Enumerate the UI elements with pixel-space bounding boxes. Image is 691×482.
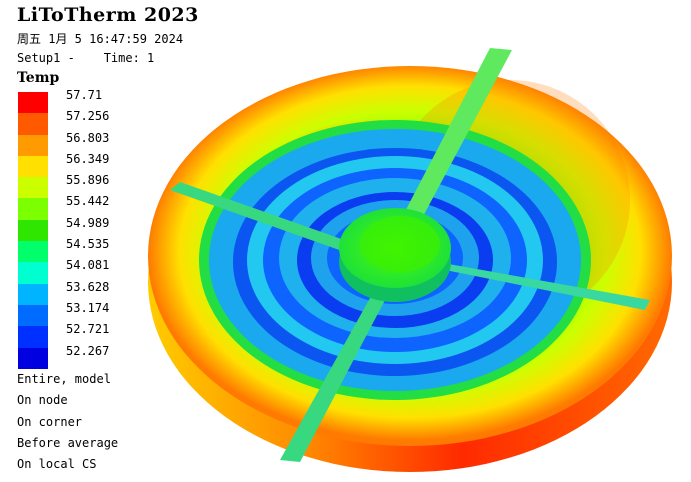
info-item: On corner xyxy=(17,414,83,429)
info-item: On local CS xyxy=(17,457,97,472)
legend-swatch xyxy=(18,155,48,178)
legend-value: 56.803 xyxy=(66,130,110,145)
setup-label: Setup1 - xyxy=(17,51,75,65)
thermal-model-view[interactable] xyxy=(140,35,685,475)
legend-value: 53.628 xyxy=(66,279,110,294)
time-label: Time: 1 xyxy=(103,51,155,65)
info-item: Entire, model xyxy=(17,372,111,386)
legend-swatch xyxy=(18,177,48,199)
legend-value: 55.896 xyxy=(66,173,110,188)
info-item: On node xyxy=(17,393,68,408)
legend-values: 57.71 57.256 56.803 56.349 55.896 55.442… xyxy=(66,85,109,362)
legend-swatch xyxy=(18,134,48,156)
legend-swatch xyxy=(18,326,48,348)
legend-swatch xyxy=(18,219,48,242)
legend-swatch xyxy=(18,304,48,327)
info-item: Before average xyxy=(17,435,119,450)
datetime-label: 周五 1月 5 16:47:59 2024 xyxy=(17,32,184,46)
legend-swatch xyxy=(18,113,48,135)
legend-swatch xyxy=(18,347,48,369)
legend-value: 53.174 xyxy=(66,300,110,315)
app-title: LiToTherm 2023 xyxy=(17,4,199,26)
legend-title: Temp xyxy=(17,70,60,86)
legend-value: 52.721 xyxy=(66,322,110,337)
legend-value: 57.71 xyxy=(66,88,103,102)
legend-value: 57.256 xyxy=(66,109,110,124)
legend-swatch xyxy=(18,283,48,305)
result-info-list: Entire, model On node On corner Before a… xyxy=(17,369,118,475)
legend-color-bar xyxy=(18,92,48,369)
legend-value: 56.349 xyxy=(66,151,110,166)
disc-geometry xyxy=(148,48,672,472)
legend-value: 54.535 xyxy=(66,237,110,252)
legend-value: 52.267 xyxy=(66,343,110,358)
legend-value: 55.442 xyxy=(66,194,110,209)
legend-value: 54.081 xyxy=(66,258,110,273)
setup-line: Setup1 - Time: 1 xyxy=(17,51,154,65)
legend-swatch xyxy=(18,198,48,220)
legend-value: 54.989 xyxy=(66,215,110,230)
legend-swatch xyxy=(18,92,48,114)
legend-swatch xyxy=(18,262,48,284)
legend-swatch xyxy=(18,241,48,263)
